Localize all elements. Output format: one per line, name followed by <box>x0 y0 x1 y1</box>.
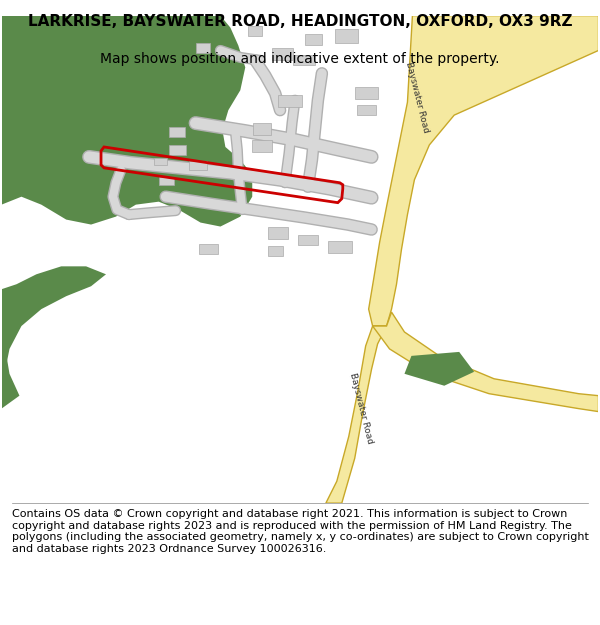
Polygon shape <box>298 234 318 246</box>
Polygon shape <box>169 145 185 155</box>
Polygon shape <box>199 244 218 254</box>
Polygon shape <box>278 95 302 107</box>
Polygon shape <box>368 16 598 326</box>
Text: Bayswater Road: Bayswater Road <box>404 61 431 134</box>
Polygon shape <box>268 246 283 256</box>
Polygon shape <box>2 16 252 226</box>
Polygon shape <box>335 29 358 44</box>
Polygon shape <box>373 312 598 412</box>
Text: Map shows position and indicative extent of the property.: Map shows position and indicative extent… <box>100 52 500 66</box>
Polygon shape <box>293 56 315 66</box>
Polygon shape <box>355 88 377 99</box>
Polygon shape <box>2 304 19 424</box>
Polygon shape <box>252 140 272 152</box>
Polygon shape <box>357 105 376 115</box>
Polygon shape <box>305 34 322 46</box>
Polygon shape <box>248 26 262 36</box>
Polygon shape <box>253 123 271 135</box>
Polygon shape <box>2 214 106 404</box>
Polygon shape <box>328 241 352 253</box>
Polygon shape <box>169 127 185 137</box>
Text: Bayswater Road: Bayswater Road <box>349 372 375 445</box>
Polygon shape <box>272 49 293 61</box>
Polygon shape <box>188 161 208 170</box>
Polygon shape <box>326 326 386 503</box>
Text: LARKRISE, BAYSWATER ROAD, HEADINGTON, OXFORD, OX3 9RZ: LARKRISE, BAYSWATER ROAD, HEADINGTON, OX… <box>28 14 572 29</box>
Polygon shape <box>159 177 173 185</box>
Polygon shape <box>268 226 288 239</box>
Text: Contains OS data © Crown copyright and database right 2021. This information is : Contains OS data © Crown copyright and d… <box>12 509 589 554</box>
Polygon shape <box>196 44 211 53</box>
Polygon shape <box>404 352 474 386</box>
Polygon shape <box>154 158 167 165</box>
